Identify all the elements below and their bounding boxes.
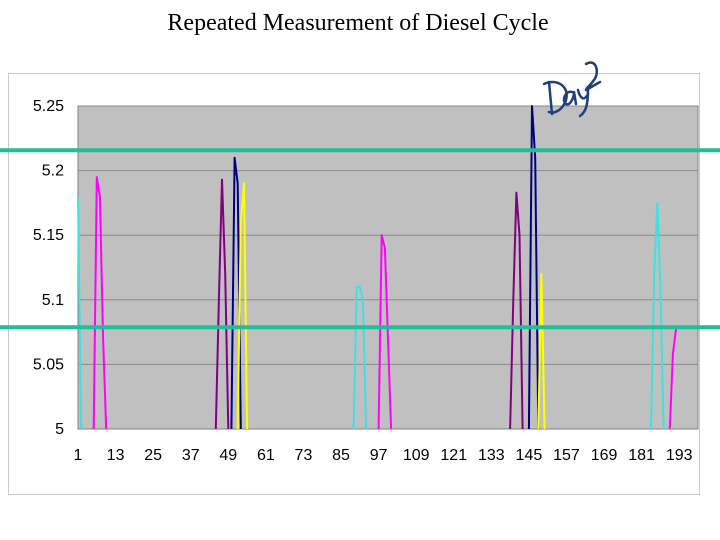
x-tick-label: 1 [74, 447, 83, 464]
x-tick-label: 13 [107, 447, 125, 464]
y-tick-label: 5 [55, 421, 64, 438]
series-line-purple [509, 191, 524, 430]
x-tick-label: 109 [403, 447, 430, 464]
y-tick-label: 5.2 [42, 163, 64, 180]
series-line-magenta [377, 234, 393, 430]
series-line-magenta [668, 328, 678, 430]
x-tick-label: 157 [553, 447, 580, 464]
x-tick-label: 181 [628, 447, 655, 464]
series-line-yellow [537, 273, 546, 430]
x-tick-label: 97 [370, 447, 388, 464]
x-tick-labels-group: 1 13 25 37 49 61 73 85 97 109 121 133 145 157 169 181 19… [74, 447, 693, 464]
series-line-cyan [77, 196, 83, 430]
x-tick-label: 25 [144, 447, 162, 464]
y-tick-label: 5.15 [33, 227, 64, 244]
x-tick-label: 61 [257, 447, 275, 464]
x-tick-label: 145 [516, 447, 543, 464]
x-tick-label: 121 [440, 447, 467, 464]
x-tick-label: 73 [295, 447, 313, 464]
y-tick-label: 5.25 [33, 98, 64, 115]
series-line-cyan [352, 285, 368, 430]
slide-title: Repeated Measurement of Diesel Cycle [167, 10, 549, 36]
series-line-magenta [92, 176, 108, 430]
diesel-cycle-chart: 5 5.05 5.1 5.15 5.2 5.25 1 13 25 37 49 61 73 85 97 109… [33, 98, 699, 464]
chart-frame: 5 5.05 5.1 5.15 5.2 5.25 1 13 25 37 49 61 73 85 97 109… [8, 73, 700, 495]
x-tick-label: 85 [332, 447, 350, 464]
y-tick-labels-group: 5 5.05 5.1 5.15 5.2 5.25 [33, 98, 64, 438]
y-tick-label: 5.05 [33, 356, 64, 373]
handwritten-day2-annotation [542, 61, 602, 118]
series-line-navy [527, 105, 540, 430]
x-tick-label: 193 [666, 447, 693, 464]
y-tick-label: 5.1 [42, 292, 64, 309]
limit-lines-group [0, 148, 720, 330]
x-tick-label: 49 [219, 447, 237, 464]
series-group [77, 105, 678, 430]
x-tick-label: 37 [182, 447, 200, 464]
x-tick-label: 133 [478, 447, 505, 464]
gridlines-group [78, 105, 698, 365]
x-tick-label: 169 [591, 447, 618, 464]
